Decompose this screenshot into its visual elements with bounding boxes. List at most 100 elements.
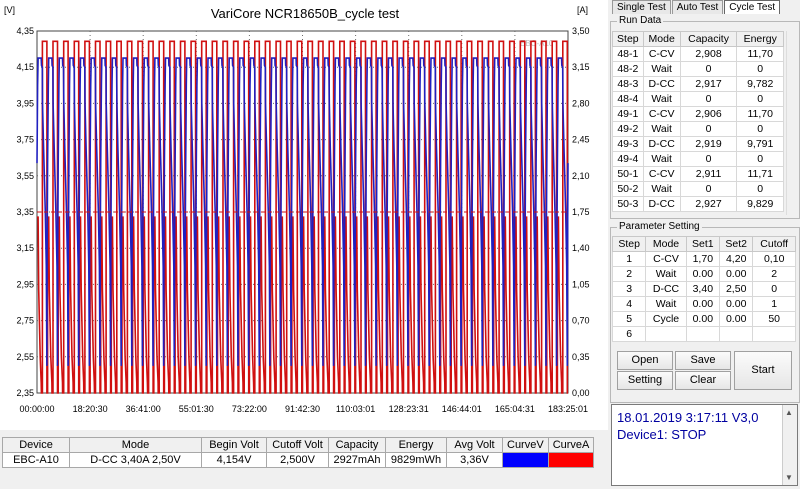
- device-header-cutoff-volt: Cutoff Volt: [266, 437, 329, 453]
- right-tick-label: 1,05: [572, 279, 590, 289]
- param-header-step: Step: [611, 236, 647, 252]
- device-cell-capacity: 2927mAh: [328, 452, 386, 468]
- run-cell: 0: [679, 121, 738, 137]
- status-log[interactable]: 18.01.2019 3:17:11 V3,0 Device1: STOP ▲ …: [611, 404, 798, 486]
- right-tick-label: 3,15: [572, 62, 590, 72]
- chart-svg: VariCore NCR18650B_cycle test [V] [A] EB…: [4, 5, 590, 414]
- run-row[interactable]: 49-3 D-CC 2,919 9,791: [612, 136, 784, 152]
- device-cell-mode: D-CC 3,40A 2,50V: [69, 452, 202, 468]
- param-cell: 1,70: [685, 251, 721, 267]
- run-row[interactable]: 48-2 Wait 0 0: [612, 61, 784, 77]
- right-tick-label: 2,45: [572, 135, 590, 145]
- param-row[interactable]: 3 D-CC 3,40 2,50 0: [611, 281, 796, 297]
- setting-button[interactable]: Setting: [617, 371, 673, 390]
- param-cell: [752, 326, 796, 342]
- run-cell: Wait: [642, 61, 681, 77]
- run-data-table[interactable]: Step Mode Capacity Energy 48-1 C-CV 2,908 1…: [612, 31, 784, 212]
- run-row[interactable]: 48-3 D-CC 2,917 9,782: [612, 76, 784, 92]
- scroll-up-icon[interactable]: ▲: [785, 408, 793, 417]
- tab-auto-test[interactable]: Auto Test: [671, 0, 724, 14]
- param-row[interactable]: 4 Wait 0.00 0.00 1: [611, 296, 796, 312]
- device-header-avg-volt: Avg Volt: [446, 437, 503, 453]
- x-tick-label: 73:22:00: [232, 404, 267, 414]
- run-cell: 2,906: [679, 106, 738, 122]
- param-row[interactable]: 1 C-CV 1,70 4,20 0,10: [611, 251, 796, 267]
- run-row[interactable]: 49-2 Wait 0 0: [612, 121, 784, 137]
- curve-v-swatch[interactable]: [502, 452, 549, 468]
- run-row[interactable]: 48-4 Wait 0 0: [612, 91, 784, 107]
- run-row[interactable]: 48-1 C-CV 2,908 11,70: [612, 46, 784, 62]
- device-cell-energy: 9829mWh: [385, 452, 447, 468]
- device-header-curve-a: CurveA: [547, 437, 595, 453]
- parameter-table[interactable]: Step Mode Set1 Set2 Cutoff 1 C-CV 1,70 4,20…: [611, 236, 796, 342]
- run-row[interactable]: 50-3 D-CC 2,927 9,829: [612, 196, 784, 212]
- param-row[interactable]: 2 Wait 0.00 0.00 2: [611, 266, 796, 282]
- run-header-energy: Energy: [736, 31, 784, 47]
- chart-title: VariCore NCR18650B_cycle test: [211, 6, 400, 21]
- param-row[interactable]: 5 Cycle 0.00 0.00 50: [611, 311, 796, 327]
- run-cell: 2,911: [679, 166, 738, 182]
- right-tick-label: 1,40: [572, 243, 590, 253]
- run-cell: 0: [736, 181, 784, 197]
- run-data-title: Run Data: [617, 15, 664, 26]
- chart-area: VariCore NCR18650B_cycle test [V] [A] EB…: [0, 0, 608, 430]
- param-cell: Cycle: [645, 311, 687, 327]
- run-cell: 0: [679, 151, 738, 167]
- right-tick-label: 3,50: [572, 26, 590, 36]
- run-cell: Wait: [642, 151, 681, 167]
- left-tick-label: 2,75: [16, 316, 34, 326]
- status-scrollbar[interactable]: ▲ ▼: [782, 405, 797, 485]
- run-cell: 49-1: [612, 106, 644, 122]
- run-cell: 11,70: [736, 46, 784, 62]
- run-cell: 0: [736, 151, 784, 167]
- tab-single-test[interactable]: Single Test: [612, 0, 671, 14]
- param-cell: 4: [611, 296, 647, 312]
- run-cell: 48-3: [612, 76, 644, 92]
- left-tick-label: 3,15: [16, 243, 34, 253]
- left-tick-label: 3,95: [16, 98, 34, 108]
- run-row[interactable]: 50-1 C-CV 2,911 11,71: [612, 166, 784, 182]
- right-tick-label: 0,70: [572, 316, 590, 326]
- curve-a-swatch[interactable]: [547, 452, 595, 468]
- run-row[interactable]: 49-4 Wait 0 0: [612, 151, 784, 167]
- left-axis-unit: [V]: [4, 5, 15, 15]
- run-cell: 2,919: [679, 136, 738, 152]
- x-tick-label: 128:23:31: [389, 404, 429, 414]
- start-button[interactable]: Start: [734, 351, 792, 390]
- param-cell: Wait: [645, 266, 687, 282]
- run-row[interactable]: 50-2 Wait 0 0: [612, 181, 784, 197]
- param-cell: 2: [752, 266, 796, 282]
- right-axis-unit: [A]: [577, 5, 588, 15]
- run-row[interactable]: 49-1 C-CV 2,906 11,70: [612, 106, 784, 122]
- tab-cycle-test[interactable]: Cycle Test: [724, 0, 781, 14]
- param-cell: 3,40: [685, 281, 721, 297]
- run-cell: 11,71: [736, 166, 784, 182]
- device-header-capacity: Capacity: [328, 437, 386, 453]
- param-cell: 50: [752, 311, 796, 327]
- clear-button[interactable]: Clear: [675, 371, 731, 390]
- run-data-scrollbar[interactable]: [786, 31, 798, 215]
- x-tick-label: 36:41:00: [126, 404, 161, 414]
- status-datetime: 18.01.2019 3:17:11 V3,0: [617, 410, 759, 425]
- open-button[interactable]: Open: [617, 351, 673, 370]
- run-cell: D-CC: [642, 76, 681, 92]
- param-cell: [718, 326, 754, 342]
- device-cell-cutoff-volt: 2,500V: [266, 452, 329, 468]
- run-cell: 0: [679, 181, 738, 197]
- run-cell: 49-2: [612, 121, 644, 137]
- x-tick-label: 110:03:01: [336, 404, 375, 414]
- param-header-mode: Mode: [645, 236, 687, 252]
- device-table[interactable]: Device Mode Begin Volt Cutoff Volt Capac…: [2, 437, 595, 468]
- param-row[interactable]: 6: [611, 326, 796, 342]
- param-cell: 3: [611, 281, 647, 297]
- run-header-mode: Mode: [642, 31, 681, 47]
- run-cell: 0: [736, 91, 784, 107]
- device-cell-avg-volt: 3,36V: [446, 452, 503, 468]
- run-cell: 9,791: [736, 136, 784, 152]
- run-cell: 0: [679, 91, 738, 107]
- run-cell: Wait: [642, 181, 681, 197]
- scroll-down-icon[interactable]: ▼: [785, 473, 793, 482]
- param-cell: 1: [611, 251, 647, 267]
- save-button[interactable]: Save: [675, 351, 731, 370]
- mode-tabs: Single Test Auto Test Cycle Test: [612, 0, 781, 14]
